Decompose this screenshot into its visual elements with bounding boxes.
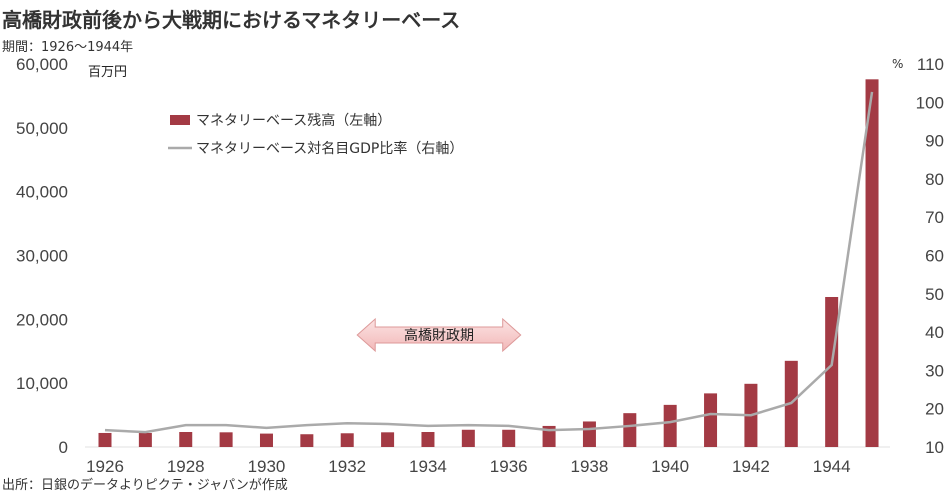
right-tick-label: 70 (925, 208, 944, 227)
bar (259, 433, 273, 447)
right-tick-label: 90 (925, 132, 944, 151)
bar (381, 432, 395, 447)
right-tick-label: 80 (925, 170, 944, 189)
right-axis-unit: % (892, 57, 903, 71)
bar (340, 433, 354, 447)
right-tick-label: 10 (925, 438, 944, 457)
left-tick-label: 60,000 (16, 55, 68, 74)
left-tick-label: 30,000 (16, 247, 68, 266)
bar (582, 421, 596, 447)
bar (663, 404, 677, 447)
left-tick-label: 10,000 (16, 374, 68, 393)
source-note: 出所：日銀のデータよりピクテ・ジャパンが作成 (2, 478, 288, 493)
x-tick-label: 1940 (651, 457, 689, 476)
right-tick-label: 110 (917, 55, 944, 74)
right-tick-label: 20 (925, 400, 944, 419)
gdp-ratio-line (104, 91, 874, 434)
right-tick-label: 30 (925, 361, 944, 380)
legend-label-bar: マネタリーベース残高（左軸） (196, 112, 391, 129)
bar (179, 431, 193, 447)
bar (865, 79, 879, 447)
x-tick-label: 1930 (248, 457, 286, 476)
x-tick-label: 1938 (571, 457, 609, 476)
x-tick-label: 1944 (813, 457, 851, 476)
annotation-label: 高橋財政期 (404, 327, 474, 344)
bar (98, 432, 112, 447)
bar (219, 432, 233, 447)
x-tick-label: 1934 (409, 457, 447, 476)
chart-title: 高橋財政前後から大戦期におけるマネタリーベース (2, 8, 461, 32)
x-tick-label: 1926 (86, 457, 124, 476)
left-axis-unit: 百万円 (88, 65, 127, 80)
bar (825, 296, 839, 447)
x-tick-label: 1928 (167, 457, 205, 476)
bar (502, 429, 516, 447)
chart-subtitle: 期間：1926〜1944年 (2, 40, 134, 55)
double-arrow-icon (356, 317, 522, 353)
right-tick-label: 100 (916, 93, 944, 112)
bar (623, 413, 637, 447)
legend-swatch-bar (170, 115, 190, 125)
left-tick-label: 50,000 (16, 119, 68, 138)
legend-label-line: マネタリーベース対名目GDP比率（右軸） (196, 140, 463, 157)
right-tick-label: 60 (925, 247, 944, 266)
right-tick-label: 40 (925, 323, 944, 342)
right-tick-label: 50 (925, 285, 944, 304)
x-tick-label: 1936 (490, 457, 528, 476)
x-tick-label: 1932 (328, 457, 366, 476)
left-tick-label: 20,000 (16, 310, 68, 329)
bar (704, 393, 718, 447)
bar (461, 429, 475, 447)
bar (138, 432, 152, 447)
left-tick-label: 0 (59, 438, 68, 457)
bar (300, 434, 314, 447)
bar (421, 431, 435, 447)
x-tick-label: 1942 (732, 457, 770, 476)
left-tick-label: 40,000 (16, 183, 68, 202)
